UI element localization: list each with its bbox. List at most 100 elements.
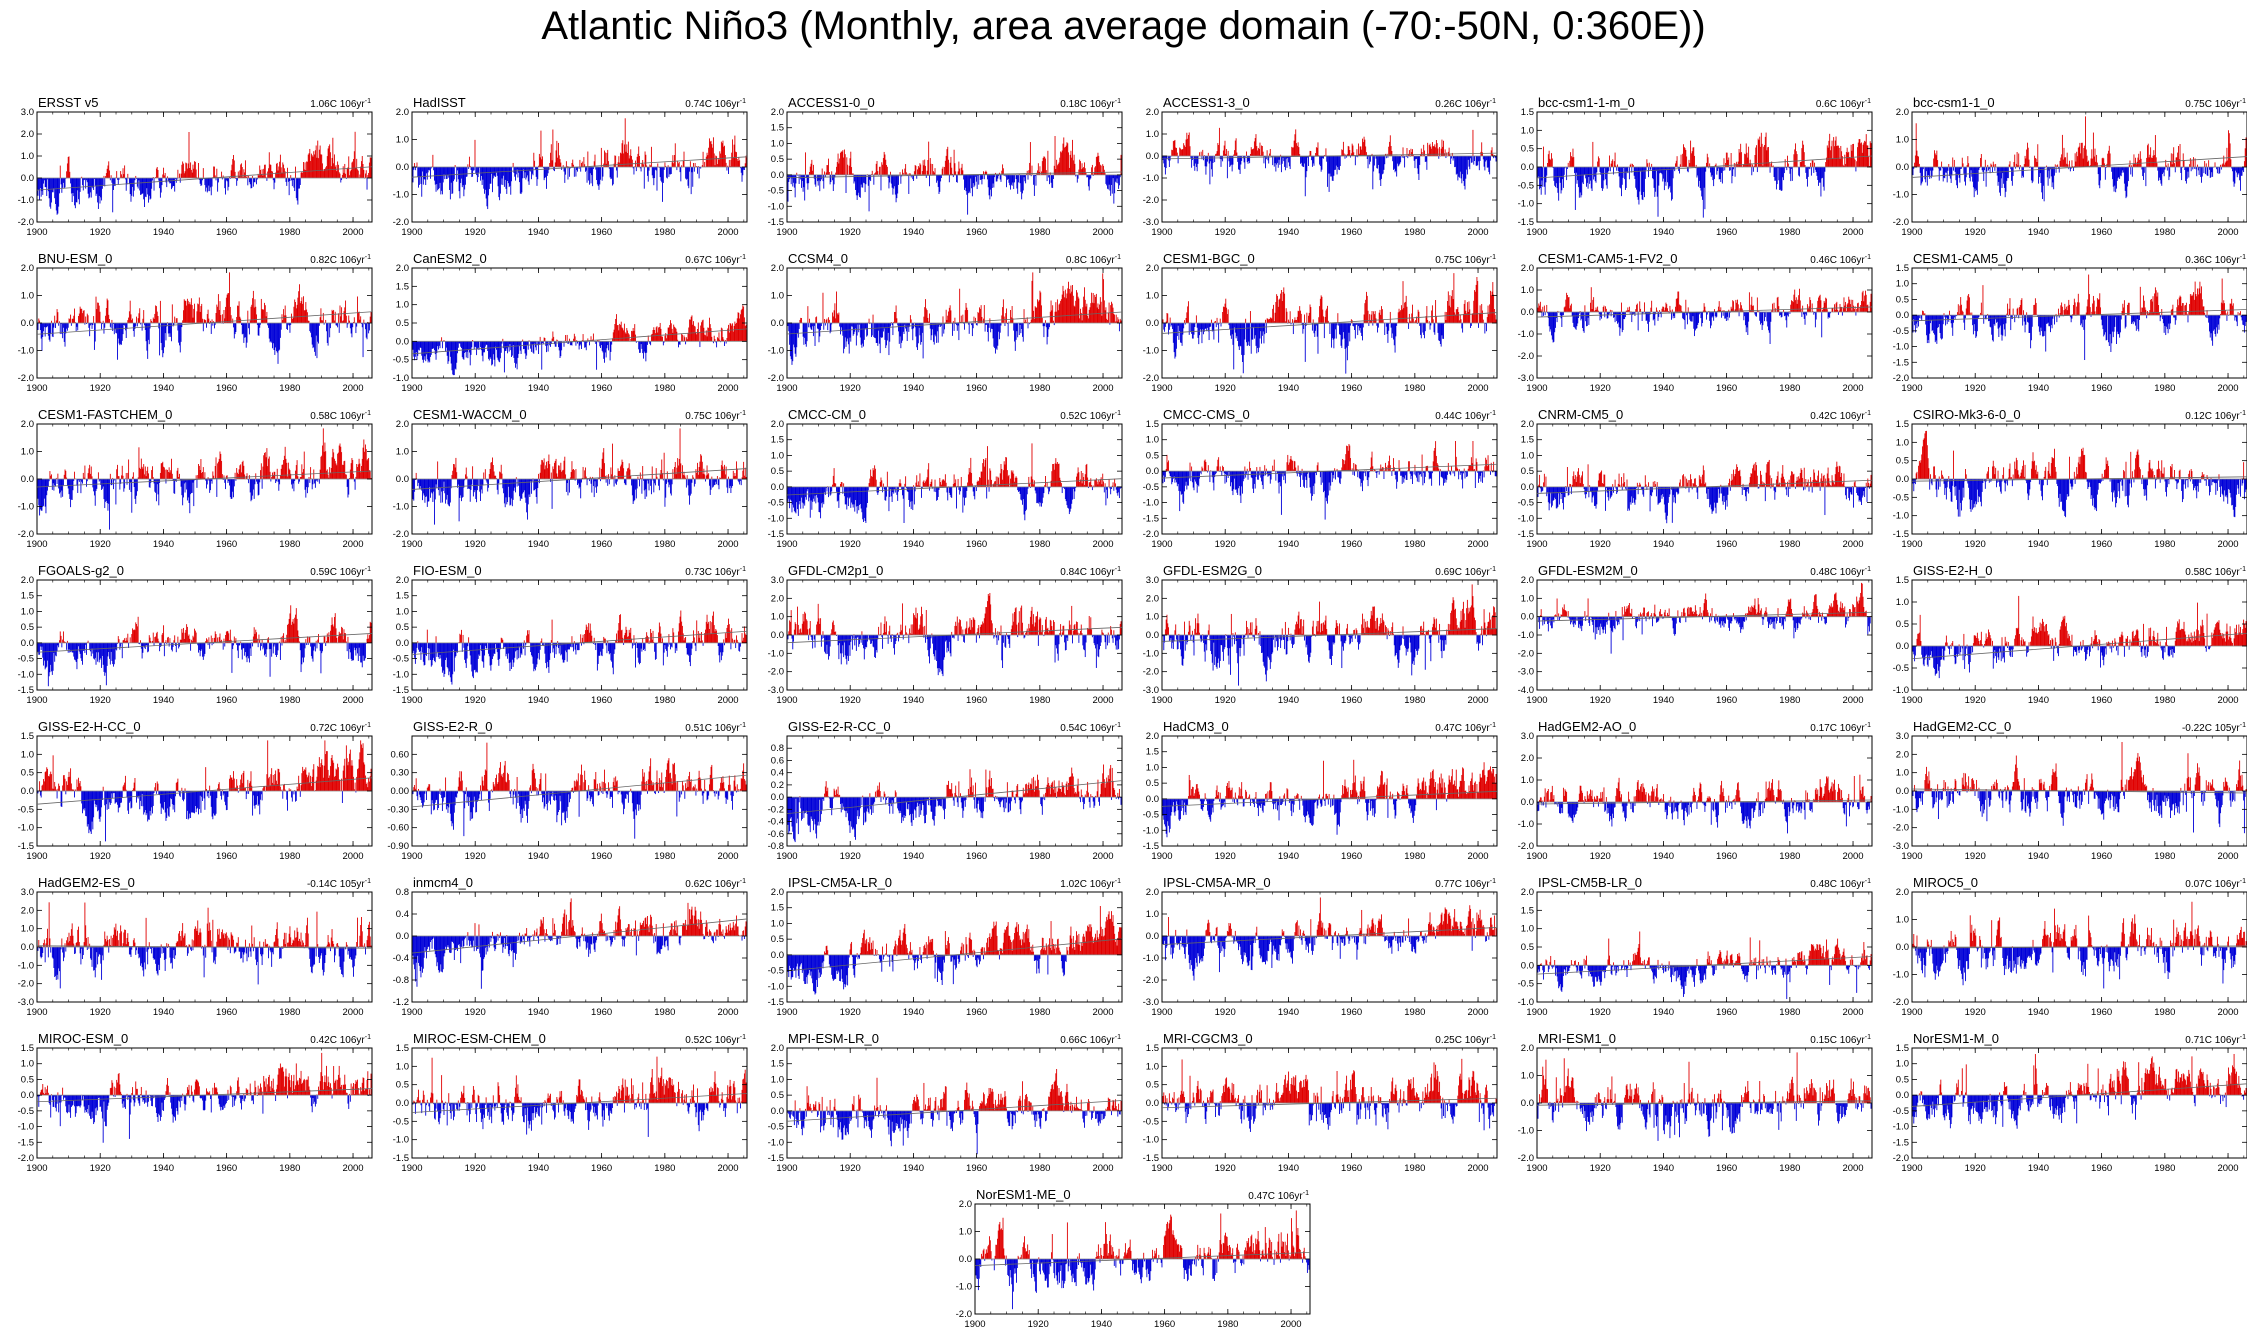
panel-trend: 0.82C 106yr-1 <box>310 254 371 266</box>
panel-title: ACCESS1-3_0 <box>1163 95 1250 110</box>
panel-title: CCSM4_0 <box>788 251 848 266</box>
x-tick-label: 2000 <box>717 383 738 394</box>
y-tick-label: -2.0 <box>768 373 784 384</box>
y-tick-label: -1.0 <box>18 346 34 357</box>
y-tick-label: -1.0 <box>768 201 784 212</box>
y-tick-label: -2.0 <box>393 217 409 228</box>
panel-bcc-csm1-1-m-0: bcc-csm1-1-m_0 0.6C 106yr-1 1.5 1.0 0.5 0.0 -0… <box>1518 95 1873 238</box>
x-tick-label: 1980 <box>654 227 675 238</box>
panel-title: ACCESS1-0_0 <box>788 95 875 110</box>
y-tick-label: -1.5 <box>768 217 784 228</box>
x-tick-label: 1960 <box>1341 227 1362 238</box>
trend-line <box>1161 312 1498 334</box>
panel-title: bcc-csm1-1-m_0 <box>1538 95 1635 110</box>
x-tick-label: 1940 <box>153 227 174 238</box>
trend-line <box>411 156 748 178</box>
y-tick-label: -2.0 <box>1143 195 1159 206</box>
y-tick-label: -2.0 <box>18 373 34 384</box>
y-tick-label: -1.0 <box>1518 199 1534 210</box>
panel-hadisst: HadISST 0.74C 106yr-1 2.0 1.0 0.0 -1.0 -2.0190… <box>393 95 748 238</box>
x-tick-label: 1900 <box>401 227 422 238</box>
x-tick-label: 1900 <box>26 227 47 238</box>
y-tick-label: -1.0 <box>393 190 409 201</box>
panel-frame <box>411 267 748 379</box>
trend-line <box>786 311 1123 335</box>
y-tick-label: 1.0 <box>21 291 34 302</box>
y-tick-label: 0.0 <box>396 162 409 173</box>
y-tick-label: 0.0 <box>21 318 34 329</box>
y-tick-label: 0.0 <box>771 170 784 181</box>
y-tick-label: 0.0 <box>21 173 34 184</box>
y-tick-label: 1.0 <box>396 135 409 146</box>
y-tick-label: -1.0 <box>1143 173 1159 184</box>
trend-line <box>786 171 1123 179</box>
x-tick-label: 1920 <box>840 227 861 238</box>
x-tick-label: 1980 <box>1029 383 1050 394</box>
panel-trend: 0.6C 106yr-1 <box>1816 98 1871 110</box>
panel-access1-0-0: ACCESS1-0_0 0.18C 106yr-1 2.0 1.5 1.0 0.5 0.0 -… <box>768 95 1123 238</box>
x-tick-label: 2000 <box>1092 383 1113 394</box>
y-tick-label: 3.0 <box>21 107 34 118</box>
x-tick-label: 1920 <box>1590 227 1611 238</box>
x-tick-label: 1920 <box>90 227 111 238</box>
y-tick-label: 0.0 <box>1521 162 1534 173</box>
panel-title: CESM1-BGC_0 <box>1163 251 1255 266</box>
x-tick-label: 1920 <box>1215 227 1236 238</box>
y-tick-label: 0.5 <box>771 154 784 165</box>
panel-trend: 0.75C 106yr-1 <box>1435 254 1496 266</box>
x-tick-label: 1900 <box>1526 227 1547 238</box>
x-tick-label: 1980 <box>654 383 675 394</box>
x-tick-label: 1980 <box>1404 227 1425 238</box>
panel-trend: 0.75C 106yr-1 <box>2185 98 2246 110</box>
panel-bcc-csm1-1-0: bcc-csm1-1_0 0.75C 106yr-1 2.0 1.0 0.0 -1.0 -2… <box>1893 95 2247 238</box>
x-tick-label: 1980 <box>1029 227 1050 238</box>
panel-access1-3-0: ACCESS1-3_0 0.26C 106yr-1 2.0 1.0 0.0 -1.0 -2.… <box>1143 95 1498 238</box>
x-tick-label: 1940 <box>903 227 924 238</box>
panel-trend: 0.67C 106yr-1 <box>685 254 746 266</box>
y-tick-label: 0.0 <box>1146 151 1159 162</box>
x-tick-label: 1940 <box>528 383 549 394</box>
y-tick-label: 1.0 <box>396 300 409 311</box>
trend-line <box>36 311 373 335</box>
panel-title: ERSST v5 <box>38 95 98 110</box>
y-tick-label: -2.0 <box>18 217 34 228</box>
y-tick-label: 0.0 <box>1896 162 1909 173</box>
y-tick-label: 2.0 <box>21 263 34 274</box>
panel-ccsm4-0: CCSM4_0 0.8C 106yr-1 2.0 1.0 0.0 -1.0 -2.01900… <box>768 251 1123 394</box>
x-tick-label: 1900 <box>1151 383 1172 394</box>
x-tick-label: 1960 <box>1716 227 1737 238</box>
x-tick-label: 1900 <box>401 383 422 394</box>
y-tick-label: 1.5 <box>396 281 409 292</box>
x-tick-label: 2000 <box>717 227 738 238</box>
y-tick-label: 1.0 <box>1146 291 1159 302</box>
y-tick-label: 2.0 <box>21 129 34 140</box>
y-tick-label: -0.5 <box>768 186 784 197</box>
x-tick-label: 2000 <box>1467 227 1488 238</box>
y-tick-label: 2.0 <box>1146 107 1159 118</box>
y-tick-label: -1.5 <box>1518 217 1534 228</box>
panel-title: CanESM2_0 <box>413 251 487 266</box>
x-tick-label: 1960 <box>966 227 987 238</box>
x-tick-label: 1940 <box>528 227 549 238</box>
panel-trend: 1.06C 106yr-1 <box>310 98 371 110</box>
y-tick-label: 0.0 <box>1146 318 1159 329</box>
x-tick-label: 1900 <box>1901 227 1922 238</box>
panel-ersst-v5: ERSST v5 1.06C 106yr-1 3.0 2.0 1.0 0.0 -1.0 -2.… <box>18 95 373 238</box>
y-tick-label: 2.0 <box>396 107 409 118</box>
y-tick-label: 2.0 <box>1896 107 1909 118</box>
trend-line <box>1911 156 2247 178</box>
y-tick-label: 1.0 <box>1521 125 1534 136</box>
y-tick-label: -2.0 <box>1893 217 1909 228</box>
y-tick-label: -0.5 <box>393 355 409 366</box>
trend-line <box>1161 152 1498 160</box>
panel-trend: 0.18C 106yr-1 <box>1060 98 1121 110</box>
x-tick-label: 1960 <box>2091 227 2112 238</box>
y-tick-label: -1.0 <box>768 346 784 357</box>
x-tick-label: 1980 <box>2154 227 2175 238</box>
x-tick-label: 1900 <box>776 227 797 238</box>
x-tick-label: 1960 <box>591 383 612 394</box>
x-tick-label: 1940 <box>903 383 924 394</box>
x-tick-label: 2000 <box>1092 227 1113 238</box>
x-tick-label: 1940 <box>2028 227 2049 238</box>
x-tick-label: 1900 <box>776 383 797 394</box>
